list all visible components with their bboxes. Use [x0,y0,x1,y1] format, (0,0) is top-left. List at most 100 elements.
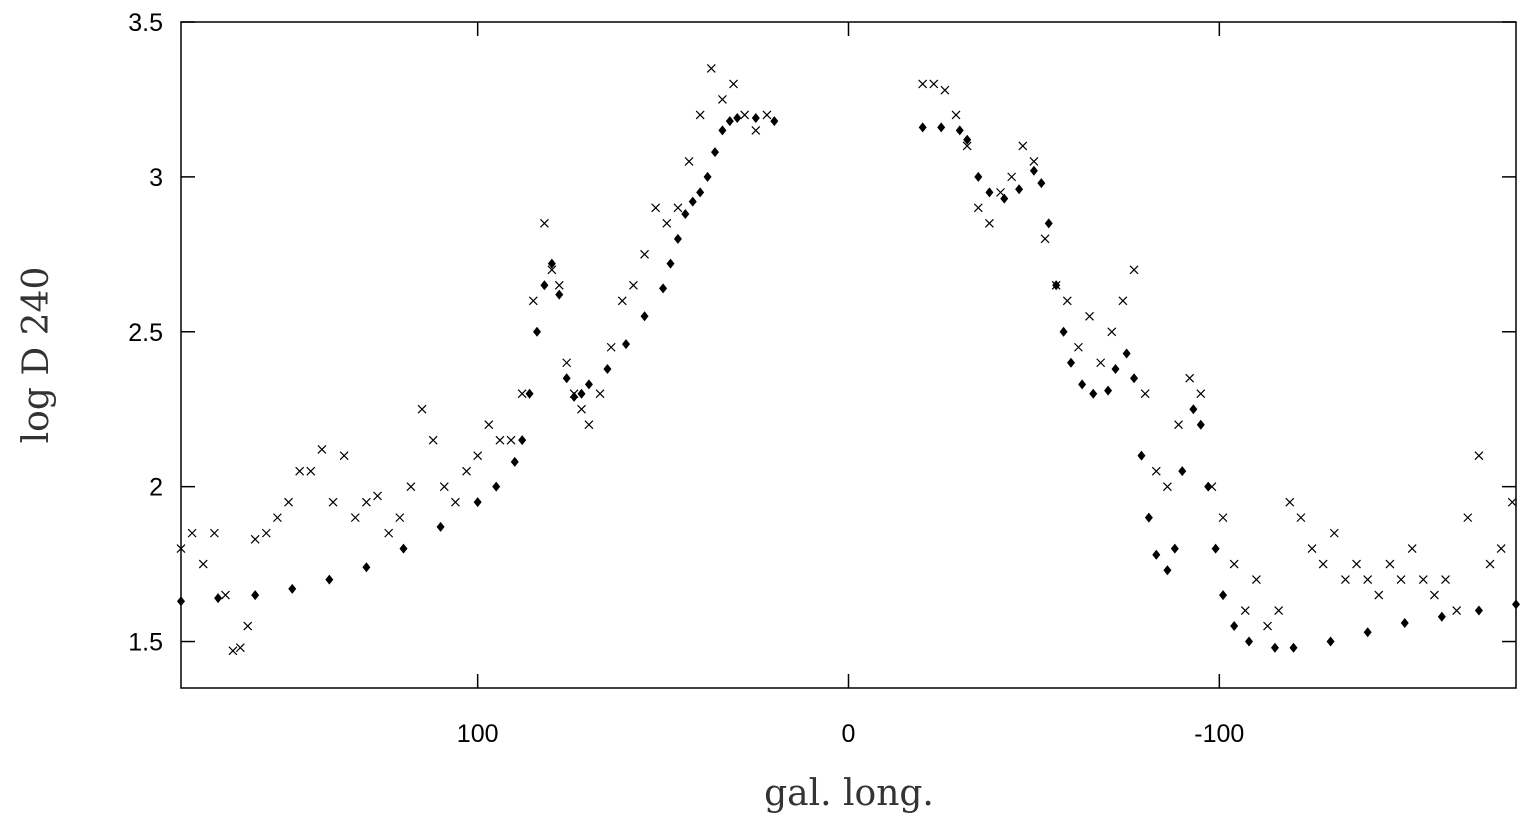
cross-point [1007,172,1017,182]
cross-point [473,451,483,461]
cross-point [1485,559,1495,569]
cross-point [428,435,438,445]
diamond-point [1104,385,1113,396]
diamond-point [1144,512,1153,523]
cross-point [554,280,564,290]
diamond-point [1211,543,1220,554]
diamond-point [725,116,734,127]
diamond-point [696,187,705,198]
diamond-point [547,258,556,269]
diamond-point [688,196,697,207]
cross-point [1285,497,1295,507]
cross-point [1352,559,1361,569]
diamond-point [963,134,972,145]
cross-point [1096,358,1106,368]
cross-point [1107,327,1117,337]
cross-point [1118,296,1128,306]
cross-point [1429,590,1439,600]
cross-point [1474,451,1484,461]
cross-point [1018,141,1028,151]
cross-point [1441,575,1450,585]
cross-point [684,156,694,166]
x-tick-label: 0 [842,720,856,748]
cross-point [243,621,253,631]
cross-point [406,482,416,492]
cross-point [1029,156,1039,166]
cross-point [584,420,594,430]
diamond-point [570,391,579,402]
diamond-point [1059,326,1068,337]
cross-point [1507,497,1517,507]
diamond-point [1044,218,1053,229]
cross-point [1073,342,1083,352]
cross-point [317,445,327,454]
diamond-point [603,363,612,374]
diamond-point [770,116,779,127]
diamond-point [1178,466,1187,477]
cross-point [198,559,208,569]
cross-point [673,203,683,213]
cross-point [1129,265,1139,275]
cross-point [1218,513,1228,523]
diamond-point [681,209,690,220]
y-tick-label: 3.5 [128,9,163,37]
cross-point [495,435,505,445]
diamond-point [1137,450,1146,461]
cross-point [517,389,527,399]
diamond-point [399,543,408,554]
diamond-point [288,583,297,594]
diamond-point [362,562,371,573]
cross-point [417,404,427,414]
cross-point [1452,606,1462,615]
diamond-point [533,326,541,337]
diamond-point [562,373,571,384]
diamond-point [1122,348,1131,359]
cross-point [617,296,627,306]
y-tick-label: 3 [149,164,163,192]
diamond-point [1474,605,1483,616]
diamond-point [640,311,649,322]
diamond-point [1512,599,1520,610]
cross-point [1318,559,1328,569]
series [176,64,1517,656]
cross-point [1340,575,1350,585]
diamond-point [1152,549,1161,560]
cross-point [640,249,649,259]
diamond-point [1437,611,1446,622]
x-tick-label: -100 [1194,720,1244,748]
diamond-point [1015,184,1024,195]
cross-point [1229,559,1239,569]
diamond-point [325,574,334,585]
diamond-point [1163,565,1172,576]
x-tick-label: 100 [457,720,499,748]
cross-point [1385,559,1395,569]
diamond-point [577,388,586,399]
plot-frame [180,21,1517,689]
cross-point [272,513,282,523]
cross-point [1396,575,1406,585]
cross-point [1418,575,1428,585]
series [177,113,1520,653]
diamond-point [525,388,534,399]
diamond-point [1326,636,1335,647]
diamond-point [1130,373,1139,384]
cross-point [1263,621,1272,631]
cross-point [717,95,727,104]
cross-point [506,435,516,445]
cross-point [1251,575,1261,585]
diamond-point [985,187,994,198]
diamond-point [718,125,727,136]
diamond-point [733,113,742,124]
cross-point [350,513,360,523]
diamond-point [974,171,983,182]
cross-point [539,218,549,228]
cross-point [951,110,961,120]
cross-point [1363,575,1373,585]
diamond-point [1170,543,1179,554]
cross-point [295,466,305,476]
cross-point [1174,420,1183,430]
cross-point [695,110,705,120]
diamond-point [251,590,260,601]
